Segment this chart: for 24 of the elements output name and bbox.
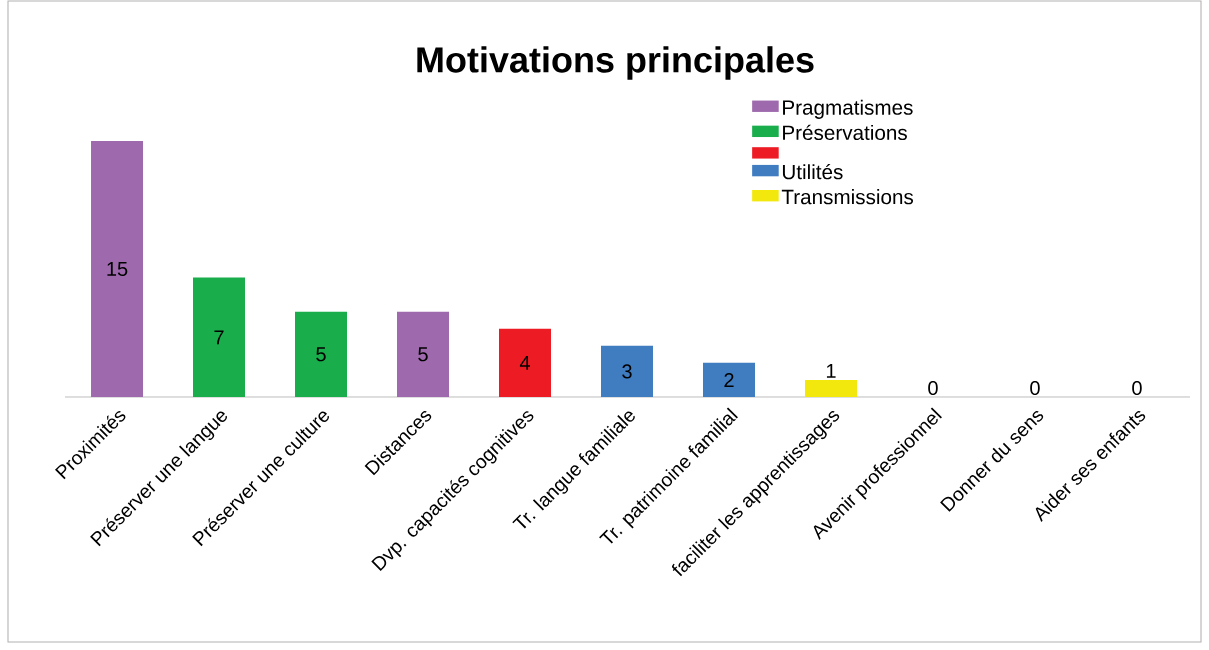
data-label: 2: [724, 372, 734, 387]
bar: [397, 311, 450, 397]
bar: [601, 345, 653, 397]
data-label: 0: [1030, 380, 1040, 396]
data-label: 15: [107, 262, 128, 276]
legend-label: Préservations: [783, 124, 907, 141]
data-label: 5: [316, 347, 326, 362]
bar: [91, 140, 144, 397]
bar: [702, 362, 755, 397]
legend-label: Utilités: [782, 163, 843, 180]
data-label: 0: [1132, 380, 1142, 396]
data-label: 3: [622, 364, 632, 379]
bar: [193, 277, 246, 397]
legend-label: Pragmatismes: [783, 99, 913, 119]
legend-label: Transmissions: [781, 189, 914, 205]
data-label: 0: [928, 380, 938, 396]
data-label: 7: [214, 330, 224, 345]
data-label: 1: [826, 364, 836, 378]
data-label: 5: [418, 347, 428, 362]
bar: [804, 379, 857, 397]
chart-title: Motivations principales: [417, 46, 814, 80]
bar: [295, 311, 348, 397]
bar: [499, 328, 551, 397]
data-label: 4: [519, 355, 530, 370]
